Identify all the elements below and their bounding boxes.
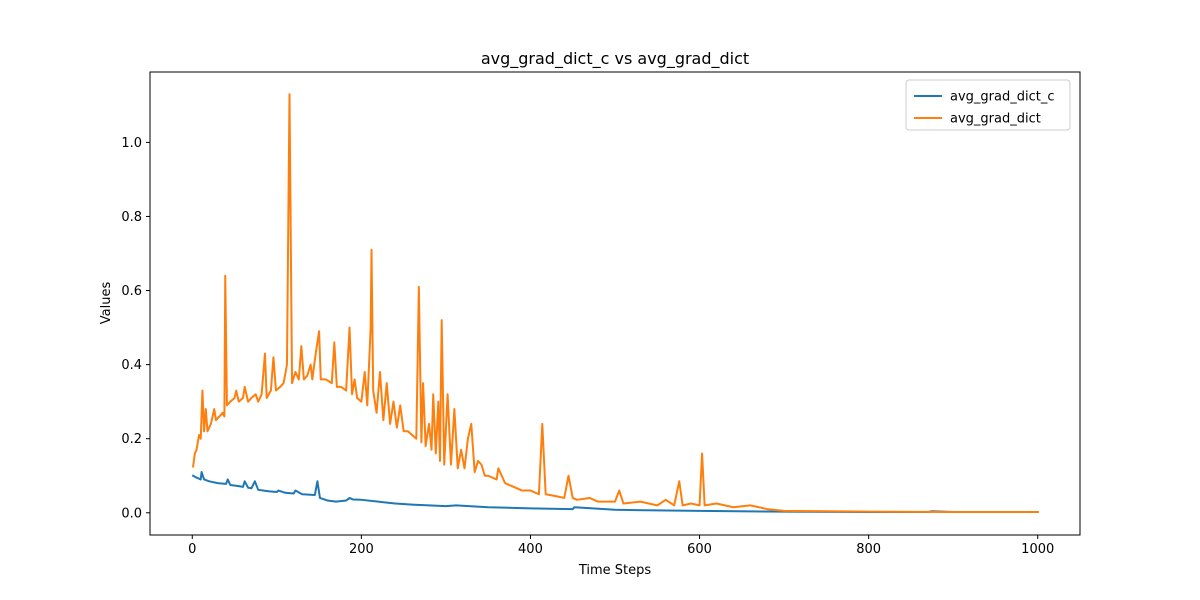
x-tick-label: 400: [518, 542, 543, 557]
y-tick-label: 0.4: [121, 358, 142, 373]
legend-label-avg-grad-dict-c: avg_grad_dict_c: [950, 90, 1054, 105]
chart-title: avg_grad_dict_c vs avg_grad_dict: [481, 49, 749, 69]
series-line-avg-grad-dict: [191, 93, 1039, 514]
plot-area: [191, 93, 1039, 514]
x-axis-label: Time Steps: [578, 563, 652, 578]
x-tick-label: 1000: [1021, 542, 1054, 557]
x-tick-label: 0: [188, 542, 196, 557]
y-axis-label: Values: [99, 282, 114, 325]
y-tick-label: 0.6: [121, 284, 142, 299]
y-tick-label: 0.8: [121, 210, 142, 225]
axis-ticks: 0 200 400 600 800 1000 0.0 0.2 0.4 0.6 0.8 1.0: [121, 136, 1054, 557]
legend: avg_grad_dict_c avg_grad_dict: [905, 79, 1071, 131]
legend-box: [905, 79, 1071, 131]
x-tick-label: 200: [349, 542, 374, 557]
legend-label-avg-grad-dict: avg_grad_dict: [950, 112, 1041, 127]
plot-frame: [149, 71, 1081, 536]
y-tick-label: 1.0: [121, 136, 142, 151]
series-line-avg-grad-dict-c: [191, 471, 1039, 514]
x-tick-label: 800: [856, 542, 881, 557]
y-tick-label: 0.2: [121, 432, 142, 447]
y-tick-label: 0.0: [121, 506, 142, 521]
x-tick-label: 600: [687, 542, 712, 557]
